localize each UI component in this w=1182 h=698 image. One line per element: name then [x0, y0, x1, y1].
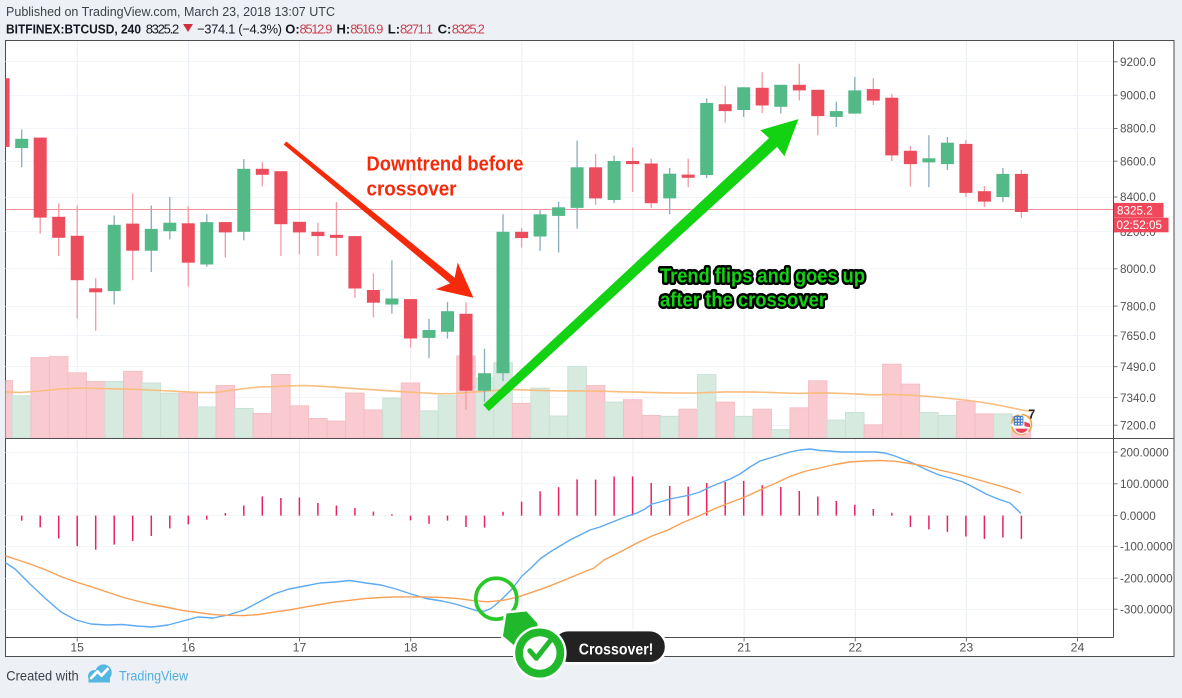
svg-text:H:: H: [337, 22, 351, 37]
svg-text:7340.0: 7340.0 [1120, 392, 1156, 405]
svg-text:0.0000: 0.0000 [1120, 510, 1156, 523]
svg-text:7: 7 [1028, 408, 1035, 422]
svg-text:Published on TradingView.com,: Published on TradingView.com, March 23, … [6, 5, 335, 19]
svg-text:9000.0: 9000.0 [1120, 89, 1156, 102]
svg-text:L:: L: [388, 22, 400, 37]
svg-text:8400.0: 8400.0 [1120, 191, 1156, 204]
svg-text:crossover: crossover [367, 179, 457, 201]
svg-text:7200.0: 7200.0 [1120, 419, 1156, 432]
svg-text:15: 15 [70, 641, 84, 655]
svg-text:7650.0: 7650.0 [1120, 330, 1156, 343]
svg-text:Downtrend before: Downtrend before [367, 154, 524, 176]
svg-text:100.0000: 100.0000 [1120, 478, 1169, 491]
svg-text:TradingView: TradingView [119, 669, 189, 685]
svg-text:18: 18 [404, 641, 418, 655]
svg-text:8000.0: 8000.0 [1120, 263, 1156, 276]
svg-text:8512.9: 8512.9 [300, 22, 333, 37]
svg-text:17: 17 [293, 641, 307, 655]
svg-text:−374.1 (−4.3%): −374.1 (−4.3%) [197, 22, 282, 37]
svg-text:-100.0000: -100.0000 [1120, 541, 1173, 554]
svg-text:7490.0: 7490.0 [1120, 361, 1156, 374]
svg-text:8325.2: 8325.2 [452, 22, 485, 37]
svg-text:8600.0: 8600.0 [1120, 155, 1156, 168]
svg-text:23: 23 [960, 641, 974, 655]
svg-text:Trend flips and goes up: Trend flips and goes up [660, 265, 865, 287]
svg-text:200.0000: 200.0000 [1120, 446, 1169, 459]
svg-text:22: 22 [848, 641, 862, 655]
svg-text:8325.2: 8325.2 [1117, 204, 1153, 217]
svg-text:after the crossover: after the crossover [660, 289, 826, 311]
svg-text:-300.0000: -300.0000 [1120, 603, 1173, 616]
svg-text:8325.2: 8325.2 [146, 22, 180, 37]
svg-text:9200.0: 9200.0 [1120, 56, 1156, 69]
svg-text:8271.1: 8271.1 [400, 22, 433, 37]
svg-text:7800.0: 7800.0 [1120, 300, 1156, 313]
svg-text:Created with: Created with [6, 669, 78, 684]
svg-text:Crossover!: Crossover! [579, 642, 654, 659]
svg-text:21: 21 [737, 641, 751, 655]
svg-text:16: 16 [182, 641, 196, 655]
svg-text:8516.9: 8516.9 [350, 22, 383, 37]
svg-text:-200.0000: -200.0000 [1120, 572, 1173, 585]
svg-text:02:52:05: 02:52:05 [1117, 219, 1163, 232]
svg-text:C:: C: [438, 22, 452, 37]
svg-text:8800.0: 8800.0 [1120, 123, 1156, 136]
svg-text:24: 24 [1071, 641, 1085, 655]
svg-text:O:: O: [285, 22, 299, 37]
svg-text:BITFINEX:BTCUSD, 240: BITFINEX:BTCUSD, 240 [6, 22, 141, 37]
